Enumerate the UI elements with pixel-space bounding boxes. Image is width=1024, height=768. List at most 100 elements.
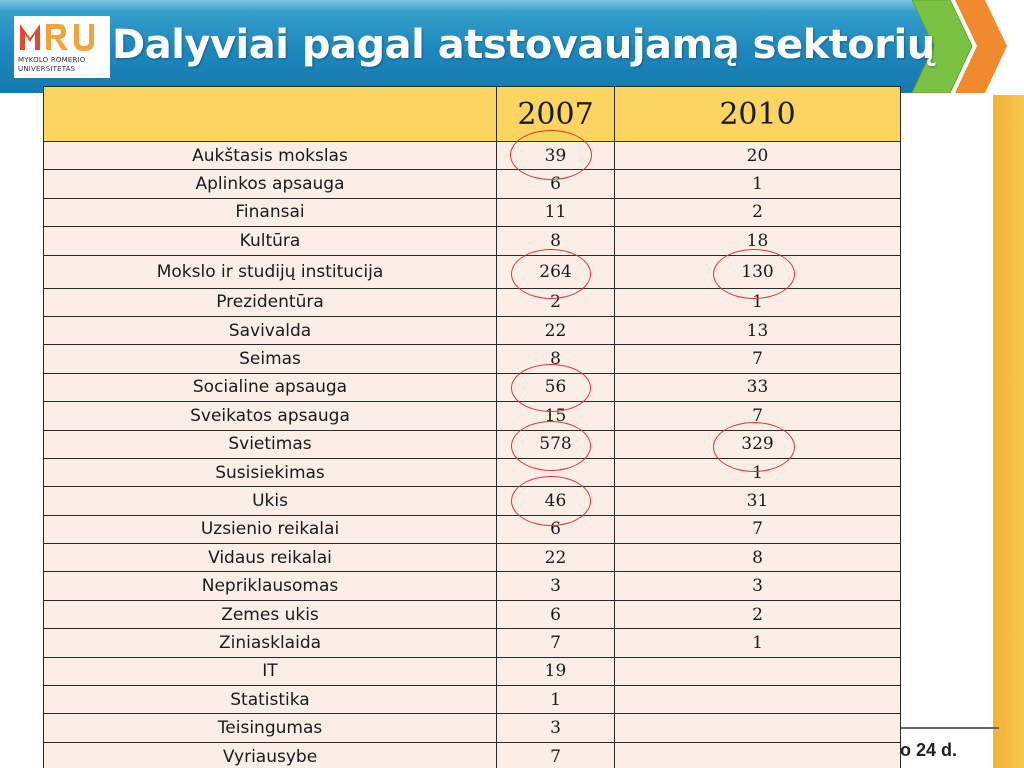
table-row: Prezidentūra 2 1 (43, 287, 901, 317)
sector-cell: Ziniasklaida (43, 628, 497, 658)
sector-cell: Ukis (43, 486, 497, 516)
value-2010-cell: 1 (614, 287, 901, 317)
value-2007-cell: 578 (496, 429, 615, 459)
slide-title: Dalyviai pagal atstovaujamą sektorių (112, 22, 935, 68)
right-accent-bar (993, 95, 1024, 768)
value-2010-cell: 329 (614, 429, 901, 459)
mru-logo-mark-icon (20, 24, 94, 51)
value-2007-cell: 56 (496, 372, 615, 403)
value-2007-cell: 11 (496, 197, 615, 228)
value-2010-cell: 20 (614, 140, 901, 171)
value-2007-cell: 6 (496, 514, 615, 545)
value-2010-cell: 7 (614, 344, 901, 374)
table-row: Socialine apsauga 56 33 (43, 372, 901, 403)
logo-text-line1: MYKOLO ROMERIO (18, 56, 86, 64)
table-row: Vidaus reikalai 22 8 (43, 543, 901, 573)
value-2010-cell (614, 685, 901, 715)
sector-cell: Statistika (43, 685, 497, 715)
value-2007-cell: 1 (496, 685, 615, 715)
header-cell-2007: 2007 (496, 86, 615, 142)
sector-cell: IT (43, 656, 497, 687)
sector-cell: Aplinkos apsauga (43, 169, 497, 199)
table-body: Aukštasis mokslas 39 20 Aplinkos apsauga 6 1 F… (43, 140, 901, 768)
value-2010-cell (614, 741, 901, 768)
value-2010-cell (614, 713, 901, 743)
value-2007-cell: 39 (496, 140, 615, 171)
sector-cell: Sveikatos apsauga (43, 401, 497, 431)
sector-cell: Seimas (43, 344, 497, 374)
table-row: Susisiekimas 1 (43, 457, 901, 488)
university-logo: MYKOLO ROMERIO UNIVERSITETAS (14, 16, 110, 78)
green-chevron-icon (912, 0, 972, 93)
table-row: Zemes ukis 6 2 (43, 599, 901, 630)
value-2010-cell: 31 (614, 486, 901, 516)
value-2007-cell: 15 (496, 401, 615, 431)
sector-cell: Zemes ukis (43, 599, 497, 630)
value-2007-cell: 8 (496, 226, 615, 256)
value-2010-cell: 130 (614, 254, 901, 289)
table-row: Mokslo ir studijų institucija 264 130 (43, 254, 901, 289)
table-row: Ukis 46 31 (43, 486, 901, 516)
table-row: Aukštasis mokslas 39 20 (43, 140, 901, 171)
sector-cell: Teisingumas (43, 713, 497, 743)
table-row: Seimas 8 7 (43, 344, 901, 374)
table-row: Ziniasklaida 7 1 (43, 628, 901, 658)
table-row: Statistika 1 (43, 685, 901, 715)
table-row: Uzsienio reikalai 6 7 (43, 514, 901, 545)
sector-cell: Kultūra (43, 226, 497, 256)
value-2007-cell: 8 (496, 344, 615, 374)
table-row: Teisingumas 3 (43, 713, 901, 743)
value-2007-cell: 7 (496, 741, 615, 768)
value-2007-cell: 19 (496, 656, 615, 687)
value-2010-cell (614, 656, 901, 687)
value-2010-cell: 7 (614, 514, 901, 545)
value-2007-cell: 7 (496, 628, 615, 658)
table-row: Vyriausybe 7 (43, 741, 901, 768)
logo-caption: MYKOLO ROMERIO UNIVERSITETAS (18, 56, 108, 74)
header-cell-2010: 2010 (614, 86, 901, 142)
table-row: Finansai 11 2 (43, 197, 901, 228)
value-2007-cell: 3 (496, 713, 615, 743)
table-row: Kultūra 8 18 (43, 226, 901, 256)
sector-cell: Prezidentūra (43, 287, 497, 317)
value-2010-cell: 2 (614, 599, 901, 630)
sector-cell: Savivalda (43, 315, 497, 346)
value-2007-cell: 2 (496, 287, 615, 317)
sector-table: 2007 2010 Aukštasis mokslas 39 20 Aplinkos … (43, 86, 901, 768)
sector-cell: Nepriklausomas (43, 571, 497, 601)
sector-cell: Vyriausybe (43, 741, 497, 768)
footer-date: žio 24 d. (886, 740, 958, 760)
value-2007-cell: 6 (496, 169, 615, 199)
value-2007-cell: 3 (496, 571, 615, 601)
value-2010-cell: 1 (614, 457, 901, 488)
sector-cell: Socialine apsauga (43, 372, 497, 403)
table-row: Sveikatos apsauga 15 7 (43, 401, 901, 431)
table-row: Nepriklausomas 3 3 (43, 571, 901, 601)
table-row: Savivalda 22 13 (43, 315, 901, 346)
header-banner (0, 0, 940, 93)
table-row: Svietimas 578 329 (43, 429, 901, 459)
orange-chevron-icon (955, 0, 1007, 93)
table-row: Aplinkos apsauga 6 1 (43, 169, 901, 199)
logo-text-line2: UNIVERSITETAS (18, 65, 76, 73)
sector-cell: Susisiekimas (43, 457, 497, 488)
value-2007-cell: 264 (496, 254, 615, 289)
header-cell-sector (43, 86, 497, 142)
value-2010-cell: 33 (614, 372, 901, 403)
sector-cell: Uzsienio reikalai (43, 514, 497, 545)
value-2007-cell: 22 (496, 315, 615, 346)
header-highlight (0, 0, 940, 12)
sector-cell: Aukštasis mokslas (43, 140, 497, 171)
sector-cell: Finansai (43, 197, 497, 228)
value-2010-cell: 2 (614, 197, 901, 228)
sector-cell: Svietimas (43, 429, 497, 459)
value-2010-cell: 7 (614, 401, 901, 431)
value-2007-cell: 46 (496, 486, 615, 516)
value-2010-cell: 18 (614, 226, 901, 256)
value-2007-cell (496, 457, 615, 488)
sector-cell: Vidaus reikalai (43, 543, 497, 573)
value-2007-cell: 6 (496, 599, 615, 630)
value-2010-cell: 8 (614, 543, 901, 573)
value-2010-cell: 13 (614, 315, 901, 346)
value-2007-cell: 22 (496, 543, 615, 573)
